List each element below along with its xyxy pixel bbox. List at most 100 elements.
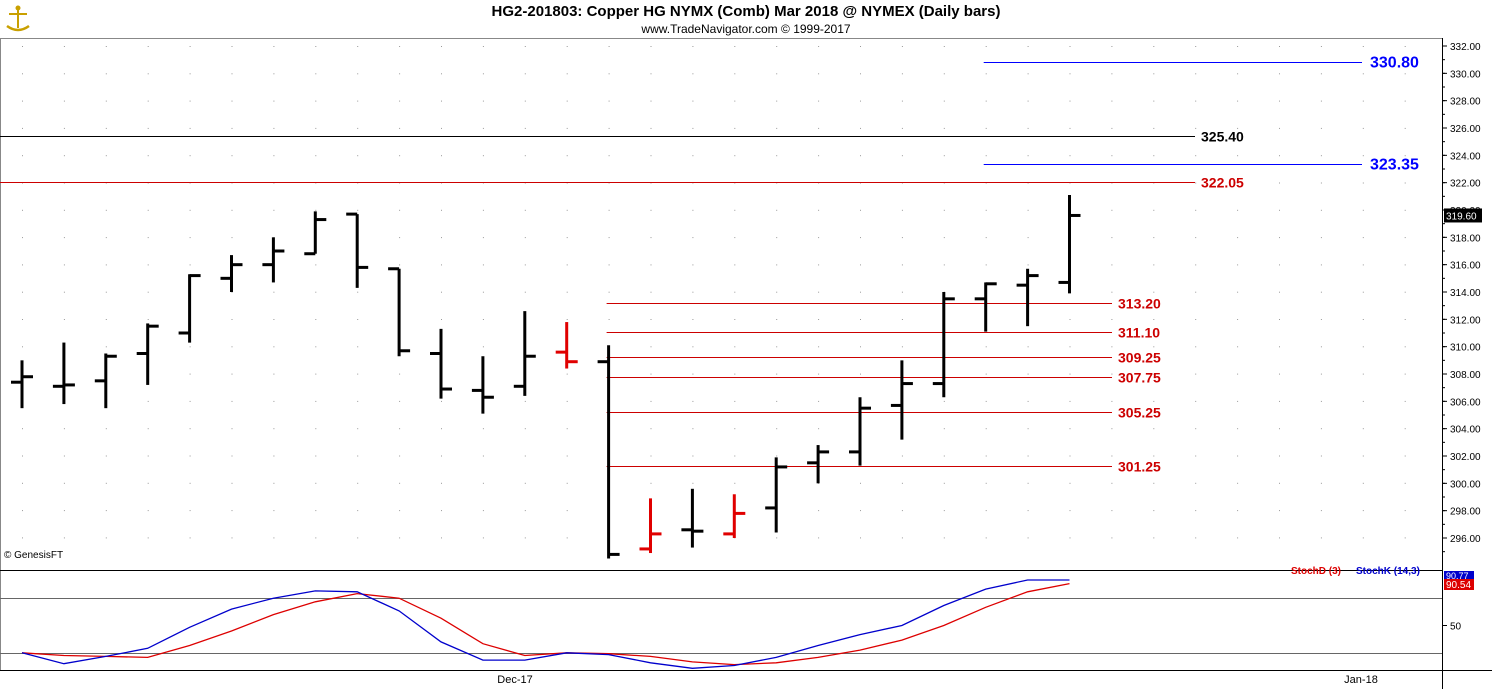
- grid-dot: [692, 209, 694, 211]
- grid-dot: [1279, 127, 1280, 129]
- grid-dot: [734, 73, 736, 75]
- grid-dot: [1362, 510, 1364, 512]
- grid-dot: [147, 100, 149, 102]
- grid-dot: [315, 73, 317, 75]
- grid-dot: [818, 100, 820, 102]
- grid-dot: [231, 127, 233, 129]
- grid-dot: [1404, 237, 1406, 239]
- grid-dot: [315, 264, 317, 266]
- grid-dot: [524, 237, 526, 239]
- grid-dot: [273, 455, 275, 457]
- grid-dot: [860, 46, 861, 47]
- grid-dot: [63, 455, 65, 457]
- grid-dot: [315, 400, 317, 402]
- grid-dot: [315, 428, 317, 430]
- grid-dot: [399, 537, 401, 539]
- grid-dot: [860, 73, 861, 75]
- grid-dot: [273, 510, 275, 512]
- grid-dot: [231, 537, 233, 539]
- grid-dot: [63, 209, 65, 211]
- grid-dot: [901, 237, 903, 239]
- y-tick-label: 330.00: [1450, 69, 1481, 80]
- grid-dot: [1404, 73, 1406, 75]
- grid-dot: [692, 373, 694, 375]
- grid-dot: [901, 319, 903, 320]
- grid-dot: [63, 127, 65, 129]
- x-tick-label: Jan-18: [1344, 674, 1378, 686]
- grid-dot: [566, 373, 568, 375]
- grid-dot: [1279, 264, 1280, 266]
- grid-dot: [315, 155, 317, 157]
- grid-dot: [1279, 373, 1280, 375]
- grid-dot: [482, 46, 484, 47]
- grid-dot: [1027, 510, 1029, 512]
- grid-dot: [1195, 155, 1197, 157]
- grid-dot: [315, 46, 317, 47]
- grid-dot: [1404, 346, 1406, 348]
- grid-dot: [273, 400, 275, 402]
- grid-dot: [692, 400, 694, 402]
- grid-dot: [105, 510, 107, 512]
- grid-dot: [1027, 155, 1029, 157]
- grid-dot: [901, 537, 903, 539]
- grid-dot: [1111, 428, 1113, 430]
- grid-dot: [860, 373, 861, 375]
- grid-dot: [566, 237, 568, 239]
- grid-dot: [482, 510, 484, 512]
- grid-dot: [901, 455, 903, 457]
- grid-dot: [147, 482, 149, 484]
- grid-dot: [943, 482, 945, 484]
- grid-dot: [524, 155, 526, 157]
- grid-dot: [399, 510, 401, 512]
- grid-dot: [734, 237, 736, 239]
- grid-dot: [441, 400, 442, 402]
- grid-dot: [273, 346, 275, 348]
- grid-dot: [985, 46, 987, 47]
- grid-dot: [1069, 510, 1071, 512]
- grid-dot: [608, 127, 610, 129]
- grid-dot: [1279, 100, 1280, 102]
- grid-dot: [692, 428, 694, 430]
- grid-dot: [650, 155, 652, 157]
- grid-dot: [1195, 291, 1197, 293]
- grid-dot: [1404, 209, 1406, 211]
- grid-dot: [1279, 455, 1280, 457]
- grid-dot: [399, 428, 401, 430]
- grid-dot: [1320, 400, 1322, 402]
- grid-dot: [1362, 400, 1364, 402]
- grid-dot: [818, 46, 820, 47]
- grid-dot: [818, 510, 820, 512]
- grid-dot: [1153, 455, 1155, 457]
- grid-dot: [943, 127, 945, 129]
- grid-dot: [1069, 455, 1071, 457]
- grid-dot: [1320, 100, 1322, 102]
- grid-dot: [901, 346, 903, 348]
- grid-dot: [860, 319, 861, 320]
- grid-dot: [860, 209, 861, 211]
- grid-dot: [608, 319, 610, 320]
- grid-dot: [1111, 155, 1113, 157]
- grid-dot: [1195, 100, 1197, 102]
- grid-dot: [566, 510, 568, 512]
- grid-dot: [985, 537, 987, 539]
- grid-dot: [1153, 264, 1155, 266]
- grid-dot: [1195, 182, 1197, 184]
- level-label: 323.35: [1370, 157, 1419, 174]
- grid-dot: [692, 155, 694, 157]
- grid-dot: [105, 319, 107, 320]
- grid-dot: [315, 510, 317, 512]
- stochk-value-box: [1444, 571, 1474, 581]
- grid-dot: [776, 237, 778, 239]
- grid-dot: [650, 319, 652, 320]
- grid-dot: [105, 537, 107, 539]
- grid-dot: [1069, 100, 1071, 102]
- grid-dot: [650, 400, 652, 402]
- grid-dot: [692, 291, 694, 293]
- grid-dot: [943, 155, 945, 157]
- grid-dot: [63, 537, 65, 539]
- stoch-y-tick-label: 50: [1450, 622, 1462, 633]
- grid-dot: [63, 46, 65, 47]
- grid-dot: [231, 428, 233, 430]
- grid-dot: [147, 264, 149, 266]
- grid-dot: [1153, 100, 1155, 102]
